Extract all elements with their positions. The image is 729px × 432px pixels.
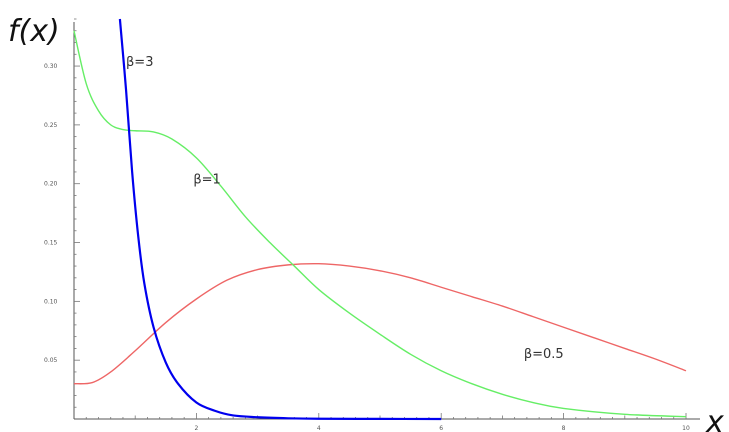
series-line-beta-0-5 (73, 262, 687, 385)
series-layer (73, 18, 687, 421)
series-annotation: β=1 (193, 173, 220, 188)
y-axis-title: f(x) (8, 14, 60, 49)
x-tick-label: 4 (317, 425, 321, 432)
x-axis-title: x (705, 405, 724, 432)
y-tick-label: 0.30 (44, 63, 58, 70)
x-tick-label: 10 (682, 425, 690, 432)
y-tick-label: 0.20 (44, 181, 58, 188)
series-line-beta-3 (118, 18, 442, 421)
y-tick-label: 0.15 (44, 240, 58, 247)
x-tick-label: 8 (562, 425, 566, 432)
y-tick-label: 0.10 (44, 298, 58, 305)
x-tick-label: 6 (439, 425, 443, 432)
x-tick-label: 2 (194, 425, 198, 432)
y-tick-label: 0.05 (44, 357, 58, 364)
axes (73, 22, 700, 420)
series-line-beta-1 (73, 30, 687, 418)
y-tick-label: 0.25 (44, 122, 58, 129)
series-annotation: β=0.5 (524, 347, 564, 362)
annotation-layer: β=3 β=1 β=0.5 (126, 55, 564, 362)
axis-ticks: 2 4 6 8 10 0.05 0.10 0.15 0.20 0.25 0.30 (44, 18, 690, 432)
series-annotation: β=3 (126, 55, 153, 70)
